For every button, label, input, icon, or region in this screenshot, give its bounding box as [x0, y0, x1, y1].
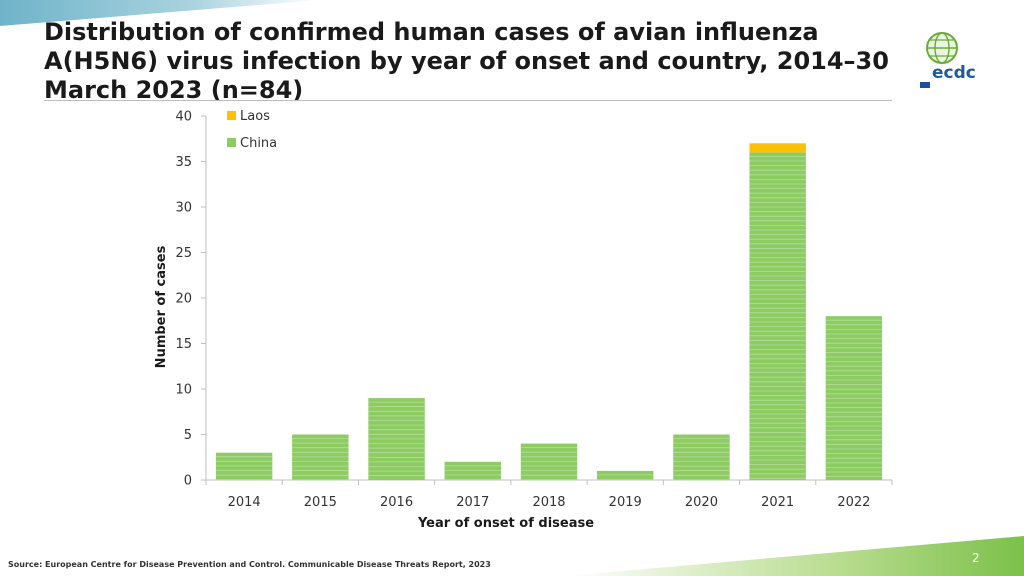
- ecdc-logo: ecdc: [920, 32, 976, 88]
- x-tick-label: 2016: [380, 495, 413, 510]
- y-tick-label: 25: [175, 246, 192, 261]
- x-axis: 2014 2015 2016 2017 2018 2019 2020 2021 2022: [205, 479, 893, 510]
- bars: [215, 143, 883, 481]
- x-tick-label: 2021: [761, 495, 794, 510]
- x-tick-label: 2017: [456, 495, 489, 510]
- y-axis: 0 5 10 15 20 25 30 35 40: [175, 110, 207, 489]
- legend-swatch-china: [227, 138, 236, 147]
- y-tick-label: 15: [175, 337, 192, 352]
- y-axis-label: Number of cases: [154, 245, 169, 368]
- y-tick-label: 5: [184, 428, 192, 443]
- bar-china-2017: [444, 461, 501, 480]
- legend: Laos China: [227, 109, 277, 151]
- x-axis-label: Year of onset of disease: [417, 516, 594, 531]
- y-tick-label: 10: [175, 383, 192, 398]
- y-tick-label: 0: [184, 474, 192, 489]
- slide-title: Distribution of confirmed human cases of…: [44, 18, 889, 100]
- legend-swatch-laos: [227, 111, 236, 120]
- logo-text: ecdc: [932, 63, 976, 83]
- x-tick-label: 2014: [228, 495, 261, 510]
- x-tick-label: 2022: [837, 495, 870, 510]
- x-tick-label: 2020: [685, 495, 718, 510]
- y-tick-label: 40: [175, 110, 192, 125]
- x-tick-label: 2018: [532, 495, 565, 510]
- x-tick-label: 2019: [609, 495, 642, 510]
- source-note: Source: European Centre for Disease Prev…: [8, 560, 491, 569]
- globe-icon: [926, 32, 958, 64]
- bar-laos-2021: [749, 143, 806, 153]
- bar-china-2021: [749, 152, 806, 480]
- eu-flag-icon: [920, 82, 930, 88]
- legend-label-laos: Laos: [240, 109, 270, 124]
- y-tick-label: 35: [175, 155, 192, 170]
- bar-china-2019: [597, 470, 654, 480]
- page-number: 2: [972, 551, 980, 565]
- legend-label-china: China: [240, 136, 277, 151]
- y-tick-label: 30: [175, 201, 192, 216]
- x-tick-label: 2015: [304, 495, 337, 510]
- title-divider: [44, 100, 892, 101]
- y-tick-label: 20: [175, 292, 192, 307]
